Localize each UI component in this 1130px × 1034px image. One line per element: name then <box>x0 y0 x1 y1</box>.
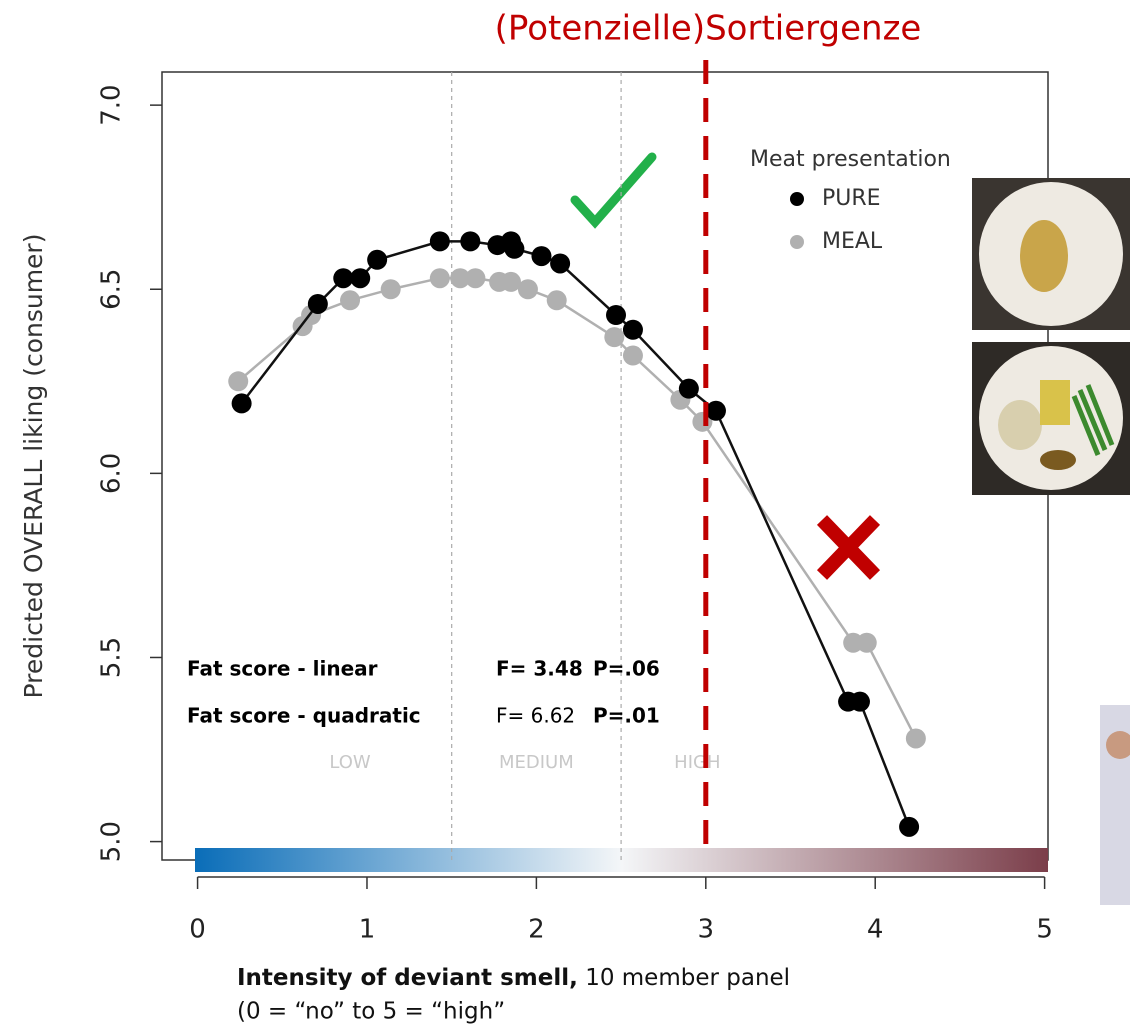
x-tick-label: 0 <box>189 915 206 945</box>
annotation: Fat score - linear <box>187 657 378 681</box>
point <box>460 231 481 252</box>
point <box>380 279 401 300</box>
legend-label: MEAL <box>822 229 883 254</box>
cross-mark <box>816 515 881 580</box>
photos <box>972 178 1130 905</box>
y-tick-label: 5.0 <box>97 821 127 862</box>
point <box>231 393 252 414</box>
point <box>905 728 926 749</box>
person-head <box>1106 731 1130 759</box>
check-mark <box>570 152 657 229</box>
x-tick-label: 5 <box>1036 915 1053 945</box>
annotation: Fat score - quadratic <box>187 704 421 728</box>
point <box>517 279 538 300</box>
legend-label: PURE <box>822 186 881 211</box>
legend-marker <box>790 235 804 249</box>
point <box>705 400 726 421</box>
point <box>604 327 625 348</box>
meat <box>998 400 1042 450</box>
point <box>606 305 627 326</box>
point <box>899 816 920 837</box>
point <box>333 268 354 289</box>
annotation: P=.01 <box>593 704 660 728</box>
point <box>500 271 521 292</box>
x-tick-label: 4 <box>867 915 884 945</box>
x-tick-label: 1 <box>359 915 376 945</box>
x-tick-label: 3 <box>698 915 715 945</box>
point <box>550 253 571 274</box>
meat <box>1020 220 1068 292</box>
y-tick-label: 6.0 <box>97 453 127 494</box>
x-tick-label: 2 <box>528 915 545 945</box>
point <box>450 268 471 289</box>
point <box>622 319 643 340</box>
annotation: F= 3.48 <box>496 657 583 681</box>
region-label: HIGH <box>674 752 720 773</box>
point <box>856 632 877 653</box>
region-label: LOW <box>329 752 371 773</box>
point <box>228 371 249 392</box>
point <box>429 231 450 252</box>
chart-title: (Potenzielle)Sortiergenze <box>495 9 922 49</box>
point <box>367 249 388 270</box>
y-axis-label: Predicted OVERALL liking (consumer) <box>19 234 48 699</box>
point <box>546 290 567 311</box>
point <box>531 246 552 267</box>
x-axis-label: Intensity of deviant smell, 10 member pa… <box>237 965 790 991</box>
x-axis-label-bold: Intensity of deviant smell, <box>237 965 578 991</box>
point <box>465 268 486 289</box>
series-line <box>240 239 911 828</box>
point <box>678 378 699 399</box>
annotation: F= 6.62 <box>496 704 575 728</box>
x-axis-label-rest: 10 member panel <box>578 965 790 991</box>
sauce <box>1040 450 1076 470</box>
point <box>622 345 643 366</box>
legend-marker <box>790 192 804 206</box>
annotation: P=.06 <box>593 657 660 681</box>
beans <box>1071 384 1115 456</box>
point <box>307 293 328 314</box>
potatoes <box>1040 380 1070 425</box>
y-tick-label: 5.5 <box>97 637 127 678</box>
region-label: MEDIUM <box>499 752 574 773</box>
legend-title: Meat presentation <box>750 147 951 172</box>
point <box>340 290 361 311</box>
x-axis-label-line2: (0 = “no” to 5 = “high” <box>237 999 505 1025</box>
point <box>849 691 870 712</box>
y-tick-label: 7.0 <box>97 84 127 125</box>
point <box>350 268 371 289</box>
y-tick-label: 6.5 <box>97 269 127 310</box>
point <box>504 238 525 259</box>
point <box>429 268 450 289</box>
